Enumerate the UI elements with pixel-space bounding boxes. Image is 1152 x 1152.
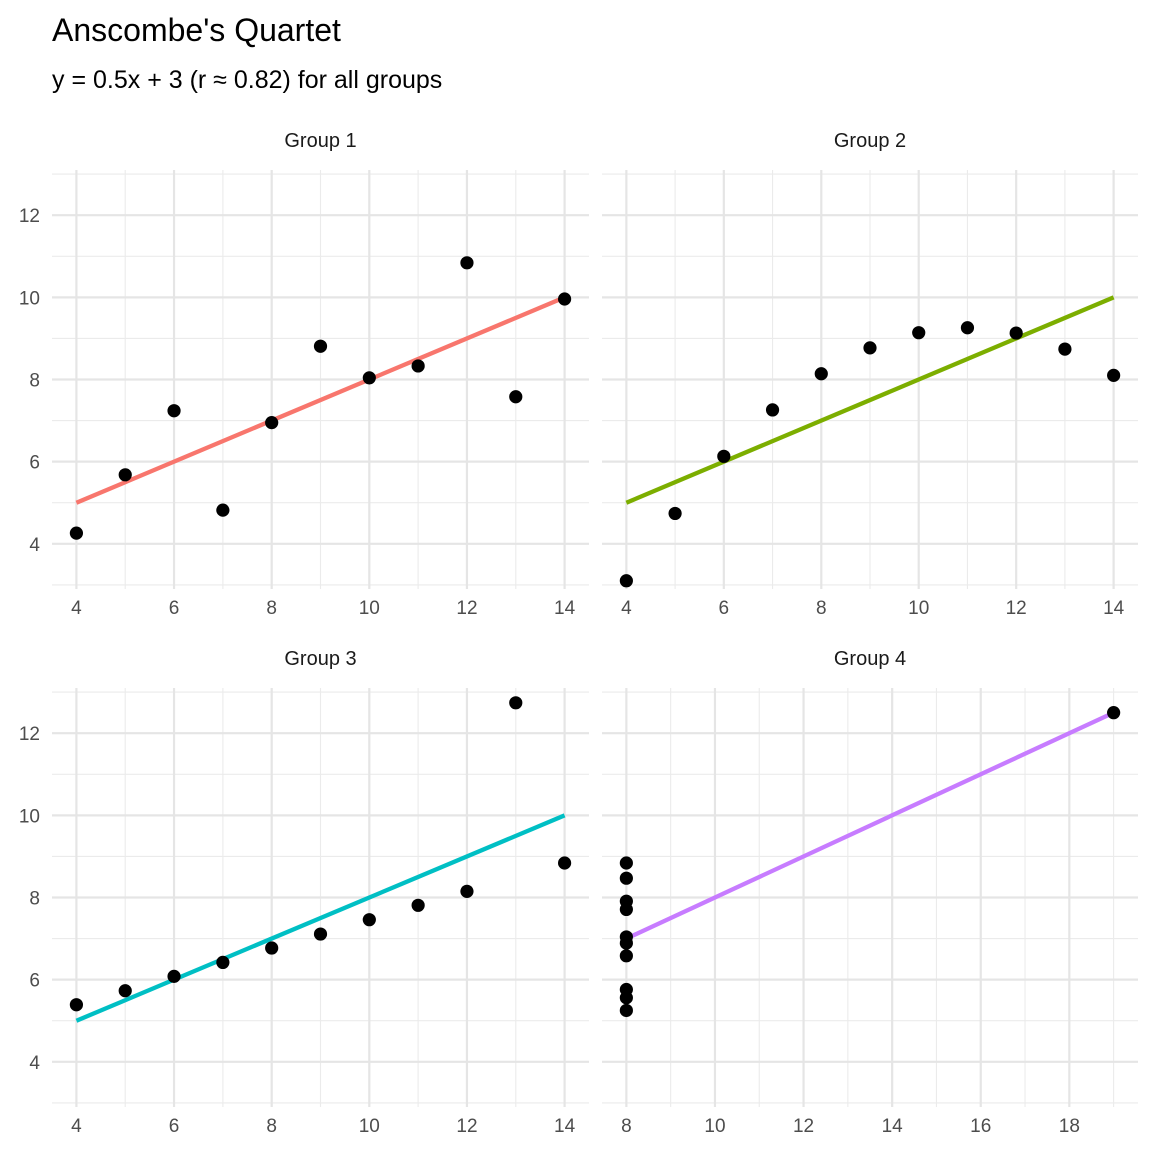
data-point [509,390,523,404]
y-tick-label: 6 [29,971,40,992]
data-point [265,416,279,430]
x-tick-label: 8 [266,1116,277,1137]
panel-title: Group 1 [284,130,356,152]
data-point [362,371,376,385]
data-point [912,326,926,340]
data-point [619,949,633,963]
x-tick-label: 12 [456,1116,477,1137]
x-tick-label: 8 [621,1116,632,1137]
regression-line [75,295,566,505]
panel-group-2: Group 2 4 6 8 10 12 14 [602,130,1138,619]
x-tick-label: 18 [1059,1116,1080,1137]
x-tick-label: 6 [719,598,730,619]
data-point [619,936,633,950]
panel-group-3: Group 3 4 6 8 10 12 4 6 8 10 12 14 [19,648,589,1137]
data-point [460,884,474,898]
data-point [118,468,132,482]
data-point [619,856,633,870]
x-tick-label: 10 [359,1116,380,1137]
data-point [69,526,84,540]
data-point [557,292,572,306]
data-point [619,574,633,588]
data-point [557,856,572,870]
data-point [167,404,181,418]
regression-line [625,710,1115,941]
x-tick-label: 8 [266,598,277,619]
panel-group-1: Group 1 4 6 8 10 12 4 6 8 10 12 14 [19,130,589,619]
data-point [167,969,181,983]
x-tick-label: 14 [882,1116,904,1137]
panel-title: Group 2 [834,130,906,152]
x-tick-label: 10 [359,598,380,619]
data-point [960,321,975,335]
data-point [717,449,731,463]
y-tick-label: 8 [29,371,40,392]
x-tick-label: 12 [1006,598,1027,619]
y-tick-label: 4 [29,535,40,556]
y-tick-label: 10 [19,806,40,827]
data-point [362,913,376,927]
y-tick-label: 10 [19,288,40,309]
x-tick-label: 6 [169,598,180,619]
data-point [619,871,633,885]
data-point [411,898,425,912]
data-point [460,256,474,270]
x-tick-label: 12 [456,598,477,619]
data-point [313,927,328,941]
data-point [1107,368,1121,382]
data-point [863,341,877,355]
x-tick-label: 14 [554,598,576,619]
data-point [313,339,328,353]
data-point [765,403,780,417]
x-tick-label: 14 [1103,598,1125,619]
data-point [69,998,84,1012]
data-point [509,696,523,710]
x-tick-label: 4 [71,1116,82,1137]
data-point [619,1003,633,1018]
y-tick-label: 12 [19,206,40,227]
x-tick-label: 6 [169,1116,180,1137]
panel-title: Group 4 [834,648,906,670]
x-tick-label: 10 [704,1116,725,1137]
chart-title: Anscombe's Quartet [52,12,341,48]
data-point [216,503,230,517]
x-tick-label: 16 [970,1116,991,1137]
data-point [619,991,633,1005]
data-point [619,894,633,908]
panel-group-4: Group 4 8 10 12 14 16 18 [602,648,1138,1137]
x-tick-label: 8 [816,598,827,619]
y-tick-label: 6 [29,453,40,474]
x-tick-label: 10 [908,598,929,619]
x-tick-label: 14 [554,1116,576,1137]
y-tick-label: 8 [29,889,40,910]
data-point [814,367,828,381]
data-point [668,506,682,521]
data-point [1107,706,1121,720]
x-tick-label: 4 [621,598,632,619]
panel-title: Group 3 [284,648,356,670]
regression-line [625,295,1115,505]
x-tick-label: 4 [71,598,82,619]
data-point [1058,342,1072,356]
x-tick-label: 12 [793,1116,814,1137]
data-point [216,955,230,970]
chart-subtitle: y = 0.5x + 3 (r ≈ 0.82) for all groups [52,66,442,94]
regression-line [75,813,566,1023]
y-tick-label: 4 [29,1053,40,1074]
y-tick-label: 12 [19,724,40,745]
data-point [411,359,425,373]
data-point [118,984,132,998]
data-point [265,941,279,955]
data-point [1009,326,1023,340]
